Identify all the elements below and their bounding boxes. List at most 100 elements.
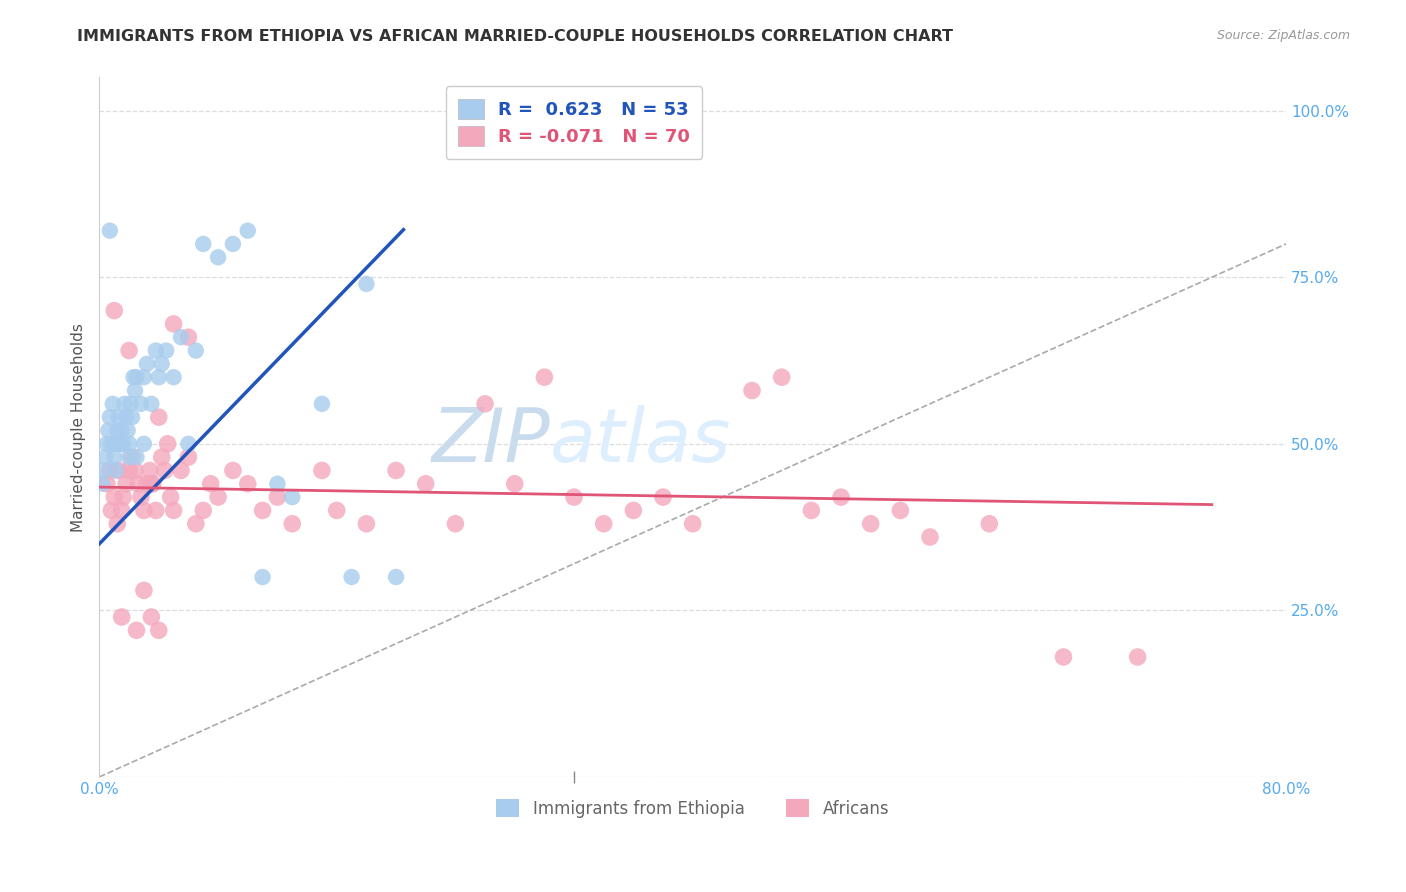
Text: atlas: atlas xyxy=(550,405,731,477)
Point xyxy=(125,450,148,464)
Point xyxy=(193,237,215,252)
Point xyxy=(117,424,139,438)
Point xyxy=(125,624,148,638)
Point xyxy=(444,516,467,531)
Point xyxy=(741,384,763,398)
Point xyxy=(621,503,644,517)
Point xyxy=(385,463,408,477)
Point xyxy=(156,437,179,451)
Point xyxy=(184,343,207,358)
Point xyxy=(148,624,170,638)
Text: ZIP: ZIP xyxy=(432,405,550,477)
Point xyxy=(236,476,259,491)
Point xyxy=(93,463,115,477)
Point xyxy=(96,476,118,491)
Point xyxy=(115,410,138,425)
Point xyxy=(111,610,134,624)
Point xyxy=(503,476,526,491)
Point xyxy=(177,437,200,451)
Point xyxy=(979,516,1001,531)
Point xyxy=(118,437,141,451)
Point xyxy=(222,237,245,252)
Point xyxy=(108,437,131,451)
Point xyxy=(120,397,142,411)
Point xyxy=(98,463,121,477)
Point xyxy=(107,463,129,477)
Point xyxy=(918,530,941,544)
Point xyxy=(111,424,134,438)
Point xyxy=(170,330,193,344)
Point xyxy=(1052,650,1074,665)
Point xyxy=(115,476,138,491)
Point xyxy=(252,570,274,584)
Point xyxy=(252,503,274,517)
Point xyxy=(104,463,127,477)
Point xyxy=(122,370,145,384)
Point xyxy=(118,463,141,477)
Point xyxy=(162,317,184,331)
Point xyxy=(652,490,675,504)
Point xyxy=(266,490,288,504)
Point xyxy=(135,357,157,371)
Point xyxy=(162,503,184,517)
Point xyxy=(592,516,614,531)
Point xyxy=(236,224,259,238)
Point xyxy=(121,450,143,464)
Point xyxy=(200,476,222,491)
Point xyxy=(1126,650,1149,665)
Point xyxy=(114,397,136,411)
Point xyxy=(184,516,207,531)
Point xyxy=(124,384,146,398)
Point xyxy=(132,370,155,384)
Point xyxy=(98,224,121,238)
Point xyxy=(155,343,177,358)
Point xyxy=(415,476,437,491)
Point xyxy=(124,463,146,477)
Y-axis label: Married-couple Households: Married-couple Households xyxy=(72,323,86,532)
Point xyxy=(103,303,125,318)
Point xyxy=(101,397,124,411)
Point xyxy=(107,410,129,425)
Text: IMMIGRANTS FROM ETHIOPIA VS AFRICAN MARRIED-COUPLE HOUSEHOLDS CORRELATION CHART: IMMIGRANTS FROM ETHIOPIA VS AFRICAN MARR… xyxy=(77,29,953,44)
Point xyxy=(96,437,118,451)
Point xyxy=(132,503,155,517)
Point xyxy=(127,476,149,491)
Point xyxy=(266,476,288,491)
Point xyxy=(859,516,882,531)
Point xyxy=(125,370,148,384)
Point xyxy=(132,583,155,598)
Point xyxy=(177,450,200,464)
Point xyxy=(129,490,152,504)
Point xyxy=(141,610,163,624)
Legend: Immigrants from Ethiopia, Africans: Immigrants from Ethiopia, Africans xyxy=(489,792,896,824)
Point xyxy=(118,343,141,358)
Point xyxy=(281,490,304,504)
Point xyxy=(148,370,170,384)
Point xyxy=(326,503,349,517)
Point xyxy=(100,503,122,517)
Point xyxy=(150,450,173,464)
Point xyxy=(356,516,378,531)
Point xyxy=(311,463,333,477)
Point xyxy=(111,503,134,517)
Point xyxy=(682,516,704,531)
Point xyxy=(112,437,135,451)
Point xyxy=(162,370,184,384)
Point xyxy=(135,476,157,491)
Point xyxy=(129,397,152,411)
Point xyxy=(170,463,193,477)
Point xyxy=(150,357,173,371)
Point xyxy=(112,490,135,504)
Point xyxy=(385,570,408,584)
Point xyxy=(207,250,229,264)
Point xyxy=(356,277,378,291)
Point xyxy=(153,463,176,477)
Point xyxy=(105,516,128,531)
Point xyxy=(94,450,117,464)
Point xyxy=(97,424,120,438)
Point xyxy=(100,437,122,451)
Point xyxy=(207,490,229,504)
Text: Source: ZipAtlas.com: Source: ZipAtlas.com xyxy=(1216,29,1350,42)
Point xyxy=(142,476,165,491)
Point xyxy=(474,397,496,411)
